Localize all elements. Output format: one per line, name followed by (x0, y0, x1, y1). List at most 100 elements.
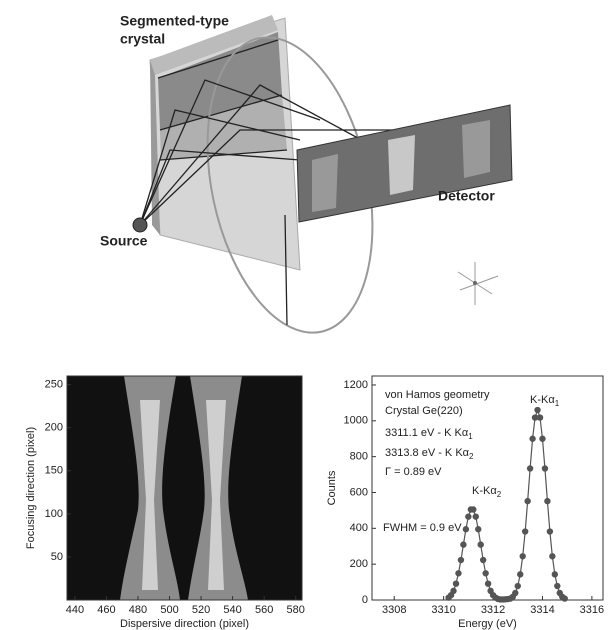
data-point (452, 580, 460, 587)
crystal-label: crystal (120, 31, 165, 47)
axis-line (284, 214, 288, 326)
y-tick-label: 1000 (344, 415, 368, 427)
data-point (536, 414, 544, 421)
data-point (519, 553, 526, 560)
data-point (455, 570, 462, 577)
crystal-edge (150, 60, 160, 235)
ray (139, 84, 381, 226)
detector-label: Detector (438, 188, 495, 204)
data-point (551, 571, 559, 578)
data-point (465, 513, 472, 520)
annotation-subscript: 2 (469, 452, 474, 461)
data-point (521, 528, 529, 535)
y-tick-label: 600 (350, 486, 368, 498)
data-point (479, 556, 487, 564)
data-point (531, 414, 539, 421)
x-tick-label: 560 (255, 604, 273, 616)
x-tick-label: 480 (129, 604, 147, 616)
annotation: 3311.1 eV - K Kα1 (385, 427, 473, 441)
data-point (544, 497, 551, 505)
x-tick-label: 3310 (431, 604, 455, 616)
image-band-core (140, 400, 160, 590)
annotation-text: K-Kα (472, 485, 497, 497)
y-tick-label: 100 (45, 508, 63, 520)
annotation-subscript: 1 (468, 432, 473, 441)
plot-frame (371, 375, 604, 601)
y-tick-label: 200 (45, 422, 63, 434)
annotation: von Hamos geometry (385, 389, 490, 401)
data-point (524, 497, 531, 505)
x-axis-label: Dispersive direction (pixel) (120, 618, 249, 630)
data-point (472, 513, 479, 520)
x-tick-label: 3308 (382, 604, 406, 616)
data-point (512, 589, 519, 597)
crystal-label: Segmented-type (120, 13, 229, 29)
x-tick-label: 580 (287, 604, 305, 616)
segment-edge (157, 39, 279, 79)
segment-edge (159, 94, 283, 131)
plot-frame (66, 375, 303, 601)
data-point (529, 435, 536, 442)
source (132, 217, 148, 233)
annotation: FWHM = 0.9 eV (383, 522, 462, 534)
x-tick-label: 540 (223, 604, 241, 616)
data-point (475, 526, 482, 533)
detector-image (312, 154, 338, 212)
data-point (470, 506, 477, 513)
y-axis-label: Focusing direction (pixel) (25, 427, 37, 549)
data-point (457, 556, 465, 564)
image-band-core (206, 400, 226, 590)
annotation: K-Kα2 (472, 485, 502, 499)
ray (139, 129, 420, 226)
x-tick-label: 520 (192, 604, 210, 616)
data-point (541, 465, 549, 472)
detector-image (388, 135, 415, 195)
data-point (462, 526, 470, 533)
source-label: Source (100, 233, 148, 249)
image-background (67, 376, 302, 600)
annotation-text: Γ = 0.89 eV (385, 466, 442, 478)
y-tick-label: 200 (350, 558, 368, 570)
y-tick-label: 150 (45, 465, 63, 477)
data-point (534, 406, 541, 414)
y-tick-label: 250 (45, 379, 63, 391)
data-point (561, 595, 568, 602)
x-tick-label: 500 (160, 604, 178, 616)
crystal-top (150, 15, 278, 75)
annotation: Crystal Ge(220) (385, 405, 463, 417)
annotation: K-Kα1 (530, 394, 560, 408)
setup-diagram: Segmented-type crystal Detector Source (100, 13, 513, 334)
data-point (517, 571, 524, 578)
y-tick-label: 1200 (344, 379, 368, 391)
annotation-text: 3311.1 eV - K Kα (385, 427, 469, 439)
detector-image (462, 120, 490, 178)
x-tick-label: 460 (97, 604, 115, 616)
segment-edge (159, 149, 288, 161)
axis-symbol (459, 275, 499, 291)
data-point (514, 582, 521, 590)
y-tick-label: 400 (350, 522, 368, 534)
y-tick-label: 50 (51, 551, 63, 563)
x-tick-label: 3314 (530, 604, 554, 616)
y-tick-label: 0 (362, 594, 368, 606)
x-axis-label: Energy (eV) (458, 618, 517, 630)
annotation-text: K-Kα (530, 394, 555, 406)
x-tick-label: 3312 (481, 604, 505, 616)
annotation-subscript: 2 (497, 490, 502, 499)
ray (139, 79, 321, 226)
data-point (539, 435, 546, 442)
data-point (477, 541, 484, 548)
axis-symbol (473, 281, 477, 285)
annotation-text: Crystal Ge(220) (385, 405, 463, 417)
data-point (460, 541, 467, 548)
data-point (546, 528, 554, 535)
data-point (549, 553, 556, 560)
annotation-subscript: 1 (555, 399, 560, 408)
annotation-text: von Hamos geometry (385, 389, 490, 401)
annotation-text: 3313.8 eV - K Kα (385, 447, 470, 459)
data-point (484, 580, 492, 587)
data-point (450, 587, 457, 595)
y-tick-label: 800 (350, 451, 368, 463)
ray (139, 149, 301, 226)
